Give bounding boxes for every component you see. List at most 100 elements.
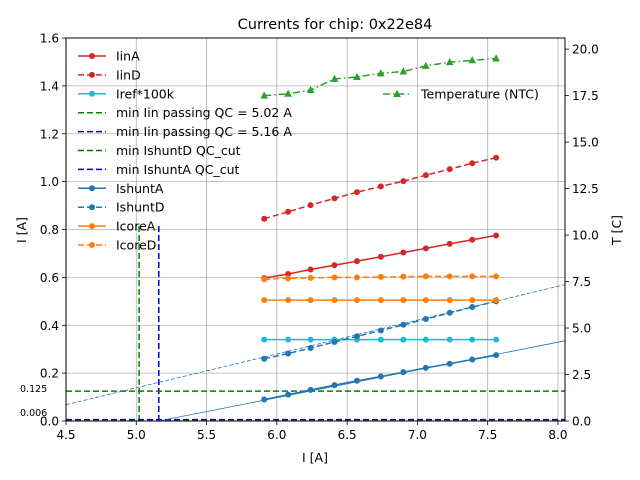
data-point-5-7 [422,297,429,304]
data-point-6-5 [377,273,384,280]
legend-left-label-7: IshuntA [116,181,164,196]
data-point-2-5 [377,336,384,343]
data-point-4-4 [353,333,360,340]
annotation-0006: 0.006 [20,408,47,419]
data-point-5-3 [331,297,338,304]
legend-left-swatch-marker-0 [89,53,95,59]
data-point-0-1 [285,271,292,278]
y-tick-label-0: 0.0 [40,415,59,429]
y2-tick-label-7: 17.5 [572,89,599,103]
data-point-2-0 [261,336,268,343]
data-point-5-5 [377,297,384,304]
threshold-lines [66,224,565,421]
data-point-0-8 [446,240,453,247]
data-point-1-1 [285,208,292,215]
temperature-point-9 [468,56,477,64]
legend-left-label-1: IinD [116,67,141,82]
data-point-6-2 [307,274,314,281]
data-point-3-7 [422,364,429,371]
legend-left-label-4: min Iin passing QC = 5.16 A [116,124,292,139]
legend-left-swatch-marker-9 [89,223,95,230]
y-tick-label-1: 0.2 [40,367,59,381]
y2-tick-label-3: 7.5 [572,275,591,289]
data-point-5-0 [261,297,268,304]
data-point-3-8 [446,360,453,367]
data-point-3-4 [353,377,360,384]
data-point-6-9 [469,273,476,280]
data-point-6-7 [422,273,429,280]
y2-axis-label: T [C] [609,215,624,246]
series-group [260,54,500,403]
y-tick-label-6: 1.2 [40,127,59,141]
x-axis: 4.5 5.0 5.5 6.0 6.5 7.0 7.5 8.0 [56,421,568,442]
x-tick-label-3: 6.0 [267,428,286,442]
data-point-1-2 [307,202,314,209]
x-tick-label-4: 6.5 [338,428,357,442]
y-tick-label-4: 0.8 [40,223,59,237]
legend-left-label-2: Iref*100k [116,86,175,101]
y2-tick-label-2: 5.0 [572,322,591,336]
temperature-point-6 [399,67,408,75]
y-tick-label-2: 0.4 [40,319,59,333]
data-point-5-8 [446,297,453,304]
y-tick-label-8: 1.6 [40,32,59,46]
data-point-6-1 [285,275,292,282]
data-point-1-8 [446,166,453,173]
legend-left-label-5: min IshuntD QC_cut [116,143,241,158]
data-point-5-4 [353,297,360,304]
data-point-1-3 [331,195,338,202]
legend-right-swatch-marker-0 [393,89,401,97]
data-point-3-5 [377,373,384,380]
data-point-3-9 [469,356,476,363]
temperature-point-3 [330,74,339,82]
legend-left-label-8: IshuntD [116,200,165,215]
data-point-3-1 [285,391,292,398]
temperature-point-1 [284,89,292,97]
fit-line-1 [65,284,566,406]
data-point-4-2 [307,344,314,351]
data-point-5-6 [400,297,407,304]
temperature-point-10 [492,54,500,62]
legend-right-label-0: Temperature (NTC) [420,87,539,102]
x-tick-label-7: 8.0 [548,428,567,442]
legend-left-label-0: IinA [116,49,140,64]
temperature-point-5 [377,69,385,77]
legend-left-label-3: min Iin passing QC = 5.02 A [116,105,292,120]
y2-tick-label-4: 10.0 [572,229,599,243]
legend-temperature: Temperature (NTC) [383,87,539,102]
y-tick-label-5: 1.0 [40,175,59,189]
data-point-2-1 [285,336,292,343]
y-axis-label: I [A] [14,217,29,243]
x-tick-label-6: 7.5 [478,428,497,442]
chart-title: Currents for chip: 0x22e84 [238,17,433,33]
y2-tick-label-6: 15.0 [572,136,599,150]
data-point-4-9 [469,304,476,311]
y2-tick-label-5: 12.5 [572,182,599,196]
temperature-point-4 [353,72,361,81]
data-point-6-0 [261,276,268,283]
y-tick-label-3: 0.6 [40,271,59,285]
data-point-5-1 [285,297,292,304]
data-point-0-7 [422,245,429,252]
data-point-5-9 [469,297,476,304]
data-point-2-2 [307,336,314,343]
y-axis-left: 0.0 0.2 0.4 0.6 0.8 1.0 1.2 1.4 1.6 [40,32,66,429]
legend-left-swatch-marker-10 [89,242,95,248]
x-tick-label-5: 7.0 [408,428,427,442]
data-point-6-3 [331,274,338,281]
x-tick-label-1: 5.0 [127,428,146,442]
data-point-4-6 [400,321,407,328]
annotation-0125: 0.125 [20,384,47,395]
legend-left-swatch-marker-2 [89,90,95,97]
temperature-point-2 [306,85,315,94]
legend-left-swatch-marker-1 [89,71,95,78]
x-tick-label-0: 4.5 [56,428,75,442]
data-point-6-8 [446,273,453,280]
data-point-0-6 [400,249,407,256]
data-point-2-7 [422,336,429,343]
data-point-2-8 [446,336,453,343]
legend-left-label-6: min IshuntA QC_cut [116,162,240,177]
data-point-6-4 [353,274,360,281]
